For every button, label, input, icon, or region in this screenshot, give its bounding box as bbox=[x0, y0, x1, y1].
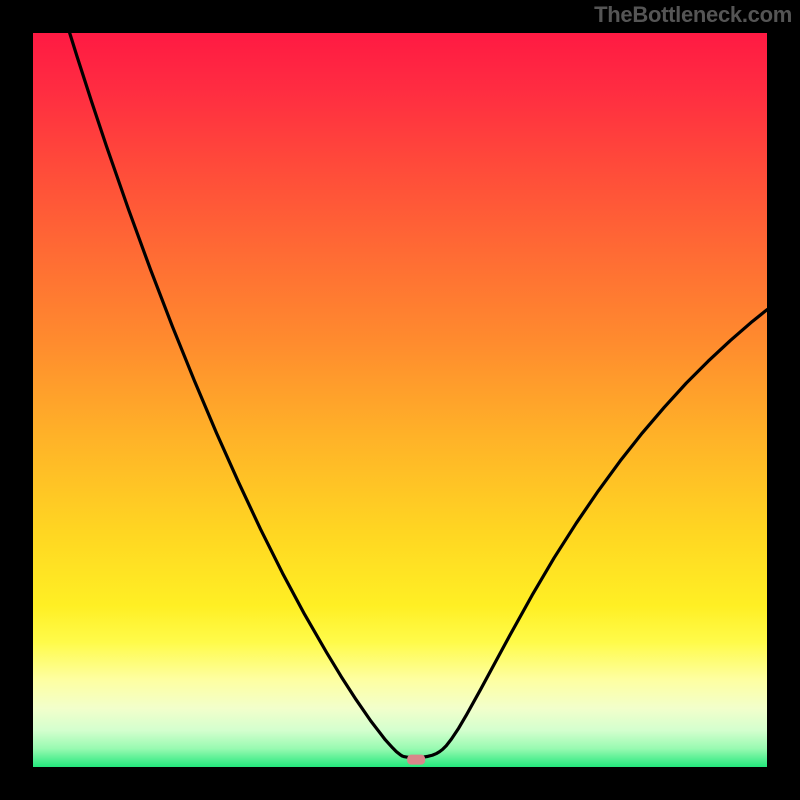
watermark-text: TheBottleneck.com bbox=[594, 2, 792, 28]
chart-container: TheBottleneck.com bbox=[0, 0, 800, 800]
optimum-marker bbox=[33, 33, 767, 767]
plot-area bbox=[33, 33, 767, 767]
